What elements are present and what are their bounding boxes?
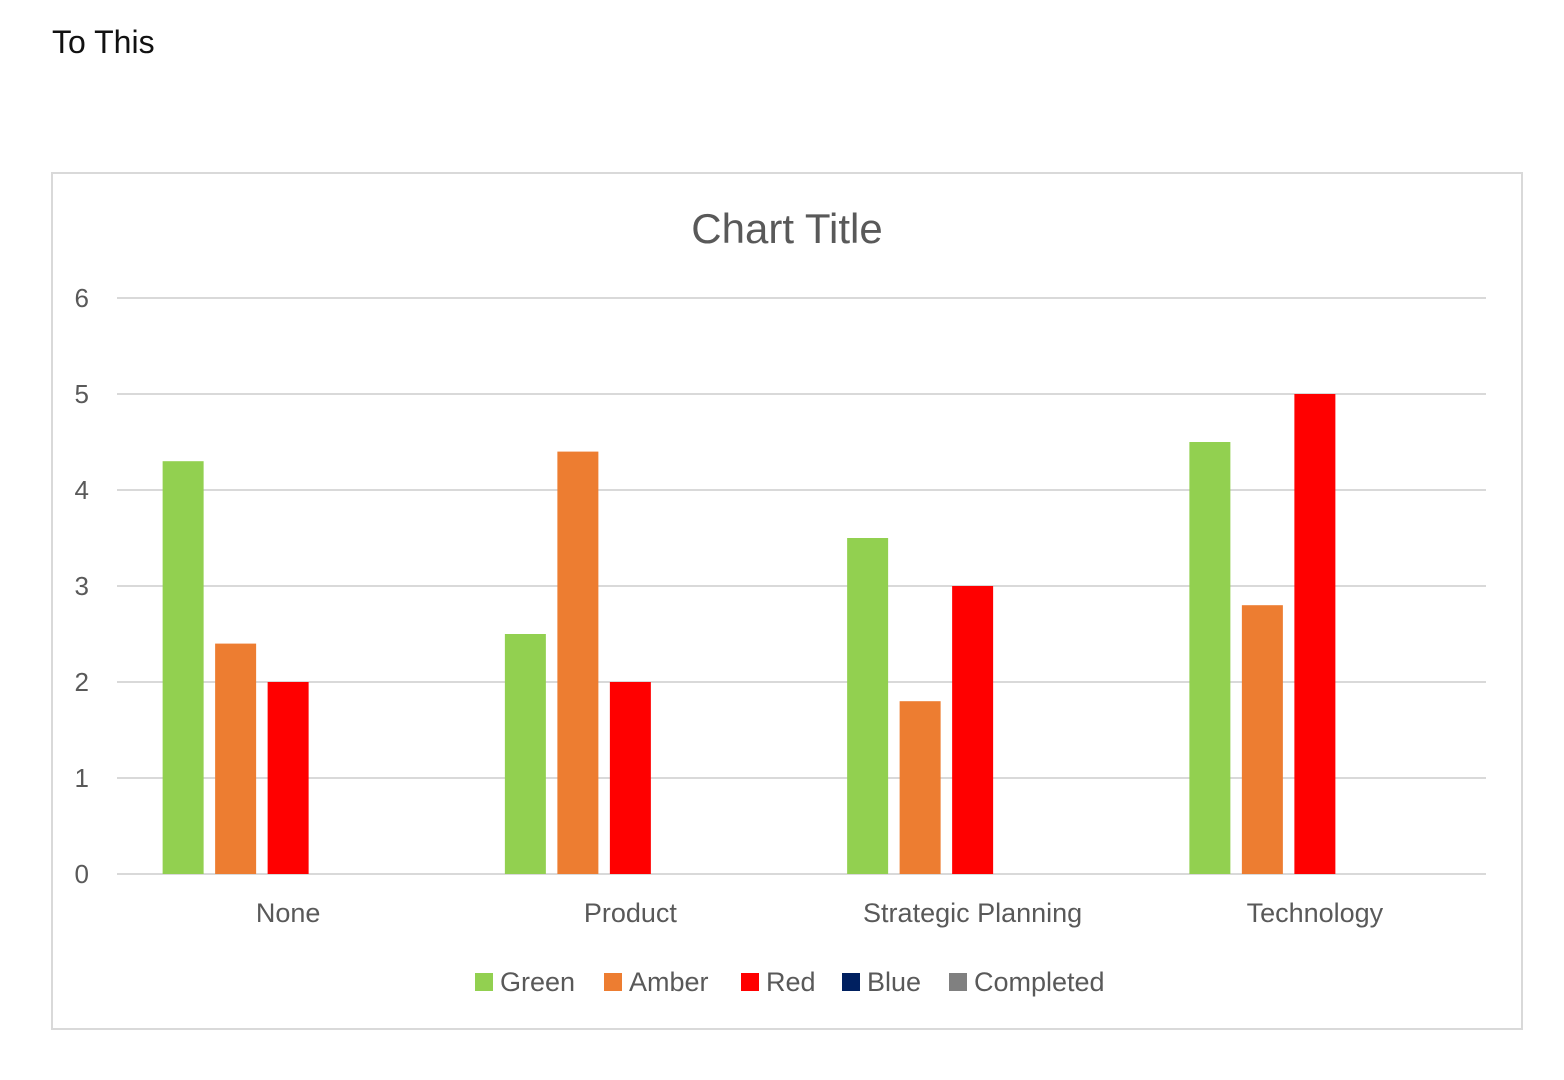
legend-label-red: Red (766, 967, 816, 997)
legend-label-completed: Completed (974, 967, 1105, 997)
legend-label-green: Green (500, 967, 575, 997)
bar-green-product (504, 634, 546, 874)
legend-label-blue: Blue (867, 967, 921, 997)
x-category-label: Product (584, 898, 678, 928)
y-tick-label: 6 (75, 283, 89, 313)
x-category-label: None (256, 898, 321, 928)
y-tick-label: 0 (75, 859, 89, 889)
legend-swatch-red (741, 973, 759, 991)
bar-green-none (162, 461, 204, 874)
bar-red-product (609, 682, 651, 874)
bar-amber-strategic-planning (899, 701, 941, 874)
y-tick-label: 4 (75, 475, 89, 505)
legend-swatch-completed (949, 973, 967, 991)
chart-title: Chart Title (691, 205, 882, 252)
x-category-label: Technology (1247, 898, 1384, 928)
bar-red-none (267, 682, 309, 874)
chart-frame (51, 172, 1523, 1030)
legend-swatch-blue (842, 973, 860, 991)
x-category-label: Strategic Planning (863, 898, 1082, 928)
bar-amber-product (557, 451, 599, 874)
bar-amber-technology (1241, 605, 1283, 874)
y-axis-ticks: 0 1 2 3 4 5 6 (75, 283, 89, 889)
legend-label-amber: Amber (629, 967, 709, 997)
bar-red-strategic-planning (952, 586, 994, 874)
y-tick-label: 2 (75, 667, 89, 697)
x-axis-labels: None Product Strategic Planning Technology (256, 898, 1384, 928)
bar-red-technology (1294, 394, 1336, 874)
legend: Green Amber Red Blue Completed (475, 967, 1105, 997)
bar-green-technology (1189, 442, 1231, 874)
bar-amber-none (215, 643, 257, 874)
legend-swatch-amber (604, 973, 622, 991)
legend-swatch-green (475, 973, 493, 991)
bar-green-strategic-planning (847, 538, 889, 874)
y-tick-label: 3 (75, 571, 89, 601)
bars (162, 394, 1336, 874)
y-tick-label: 1 (75, 763, 89, 793)
page-heading: To This (52, 24, 155, 60)
y-tick-label: 5 (75, 379, 89, 409)
